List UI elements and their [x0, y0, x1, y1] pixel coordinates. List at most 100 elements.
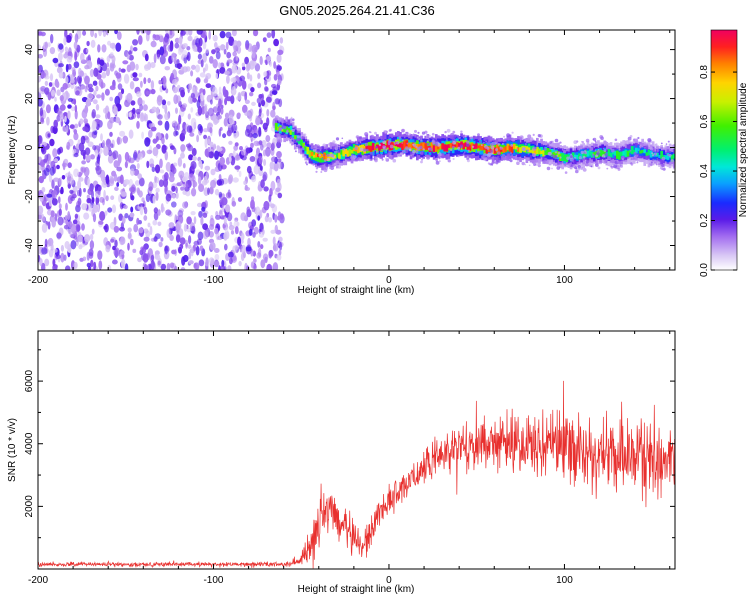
spectrogram-ridge-speckle: [667, 140, 670, 143]
spectrogram-ridge-speckle: [499, 138, 503, 142]
spectrogram-noise-blob: [105, 244, 111, 253]
spectrogram-noise-blob: [169, 43, 174, 52]
spectrogram-ridge-speckle: [604, 161, 607, 164]
spectrogram-noise-blob: [224, 97, 228, 106]
spectrogram-ridge-speckle: [405, 132, 409, 136]
spectrogram-noise-blob: [239, 75, 246, 82]
spectrogram-noise-blob: [120, 191, 127, 197]
spectrogram-ridge-speckle: [657, 161, 660, 164]
spectrogram-noise-blob: [219, 66, 226, 74]
spectrogram-ridge-speckle: [360, 153, 363, 156]
spectrogram-ridge-speckle: [672, 161, 675, 165]
spectrogram-noise-blob: [240, 232, 245, 241]
spectrogram-noise-blob: [190, 117, 197, 128]
spectrogram-noise-blob: [64, 115, 67, 123]
spectrogram-ridge-speckle: [571, 164, 574, 167]
spectrogram-ytick-label: -40: [24, 238, 35, 253]
spectrogram-noise-blob: [202, 128, 209, 133]
spectrogram-noise-blob: [38, 75, 42, 83]
spectrogram-noise-blob: [168, 222, 175, 229]
spectrogram-noise-blob: [103, 146, 109, 157]
spectrogram-noise-blob: [146, 160, 150, 169]
spectrogram-noise-blob: [139, 205, 144, 216]
spectrogram-noise-blob: [102, 140, 106, 149]
spectrogram-noise-blob: [86, 198, 92, 204]
spectrogram-noise-blob: [80, 85, 86, 90]
spectrogram-ridge-cell: [399, 143, 402, 148]
spectrogram-noise-blob: [66, 55, 73, 63]
spectrogram-noise-blob: [150, 80, 155, 90]
snr-xtick-label: -200: [28, 575, 48, 586]
spectrogram-ridge-speckle: [408, 148, 412, 152]
spectrogram-noise-blob: [193, 181, 198, 188]
spectrogram-noise-blob: [244, 186, 251, 191]
spectrogram-noise-blob: [240, 244, 247, 254]
spectrogram-ridge-speckle: [333, 162, 337, 166]
spectrogram-ridge-cell: [527, 147, 531, 153]
spectrogram-noise-blob: [115, 72, 122, 79]
spectrogram-noise-blob: [122, 60, 129, 65]
spectrogram-noise-blob: [79, 118, 84, 125]
spectrogram-noise-blob: [38, 176, 44, 184]
spectrogram-noise-blob: [99, 211, 106, 221]
spectrogram-noise-blob: [242, 66, 246, 71]
spectrogram-noise-blob: [231, 200, 237, 207]
spectrogram-ridge-speckle: [428, 134, 431, 137]
spectrogram-noise-blob: [185, 30, 190, 36]
spectrogram-noise-blob: [67, 162, 72, 169]
spectrogram-ridge-cell: [531, 148, 535, 154]
spectrogram-noise-blob: [107, 207, 113, 213]
spectrogram-noise-blob: [83, 188, 86, 193]
spectrogram-noise-blob: [217, 235, 223, 241]
spectrogram-ridge-cell: [285, 126, 289, 133]
spectrogram-noise-blob: [212, 59, 218, 69]
spectrogram-noise-blob: [91, 197, 95, 203]
spectrogram-noise-blob: [219, 30, 226, 39]
spectrogram-noise-blob: [133, 224, 139, 233]
spectrogram-ridge-cell: [287, 128, 291, 133]
spectrogram-noise-blob: [103, 237, 109, 246]
spectrogram-noise-blob: [253, 164, 260, 175]
spectrogram-noise-blob: [161, 137, 165, 145]
spectrogram-noise-blob: [154, 164, 161, 174]
spectrogram-ridge-speckle: [359, 136, 362, 140]
colorbar-ticks: 0.0 0.2 0.4 0.6 0.8: [699, 65, 737, 277]
spectrogram-noise-blob: [57, 216, 64, 226]
spectrogram-noise-blob: [190, 211, 196, 216]
spectrogram-noise-blob: [240, 212, 247, 221]
spectrogram-noise-blob: [73, 41, 78, 50]
spectrogram-noise-blob: [171, 201, 177, 208]
spectrogram-noise-blob: [118, 67, 122, 73]
spectrogram-noise-blob: [261, 93, 264, 101]
colorbar-tick-label: 0.4: [699, 164, 710, 178]
spectrogram-noise-blob: [223, 48, 227, 55]
spectrogram-noise-blob: [162, 75, 167, 85]
spectrogram-noise-blob: [163, 35, 169, 43]
spectrogram-noise-blob: [192, 97, 198, 103]
spectrogram-ridge-cell: [609, 152, 613, 158]
spectrogram-noise-blob: [236, 221, 240, 227]
spectrogram-noise-blob: [228, 156, 232, 163]
spectrogram-noise-blob: [47, 221, 51, 230]
spectrogram-ridge-speckle: [434, 142, 439, 147]
spectrogram-noise-blob: [214, 188, 220, 196]
spectrogram-ridge-speckle: [602, 147, 605, 150]
spectrogram-noise-blob: [246, 165, 252, 174]
spectrogram-noise-blob: [262, 237, 268, 242]
spectrogram-ridge-speckle: [439, 151, 441, 154]
spectrogram-noise-blob: [207, 107, 215, 117]
spectrogram-noise-blob: [234, 142, 239, 147]
spectrogram-ridge-speckle: [298, 135, 302, 139]
spectrogram-ridge-cell: [458, 143, 461, 150]
spectrogram-noise-blob: [116, 182, 120, 187]
spectrogram-noise-blob: [251, 175, 257, 183]
spectrogram-ridge-speckle: [417, 131, 420, 134]
spectrogram-noise-blob: [266, 142, 272, 150]
spectrogram-ridge-speckle: [492, 161, 495, 164]
spectrogram-noise-blob: [182, 43, 188, 48]
spectrogram-noise-blob: [181, 49, 188, 58]
spectrogram-ridge-speckle: [496, 155, 500, 159]
spectrogram-ridge-speckle: [661, 163, 665, 168]
spectrogram-ridge-speckle: [280, 119, 285, 123]
